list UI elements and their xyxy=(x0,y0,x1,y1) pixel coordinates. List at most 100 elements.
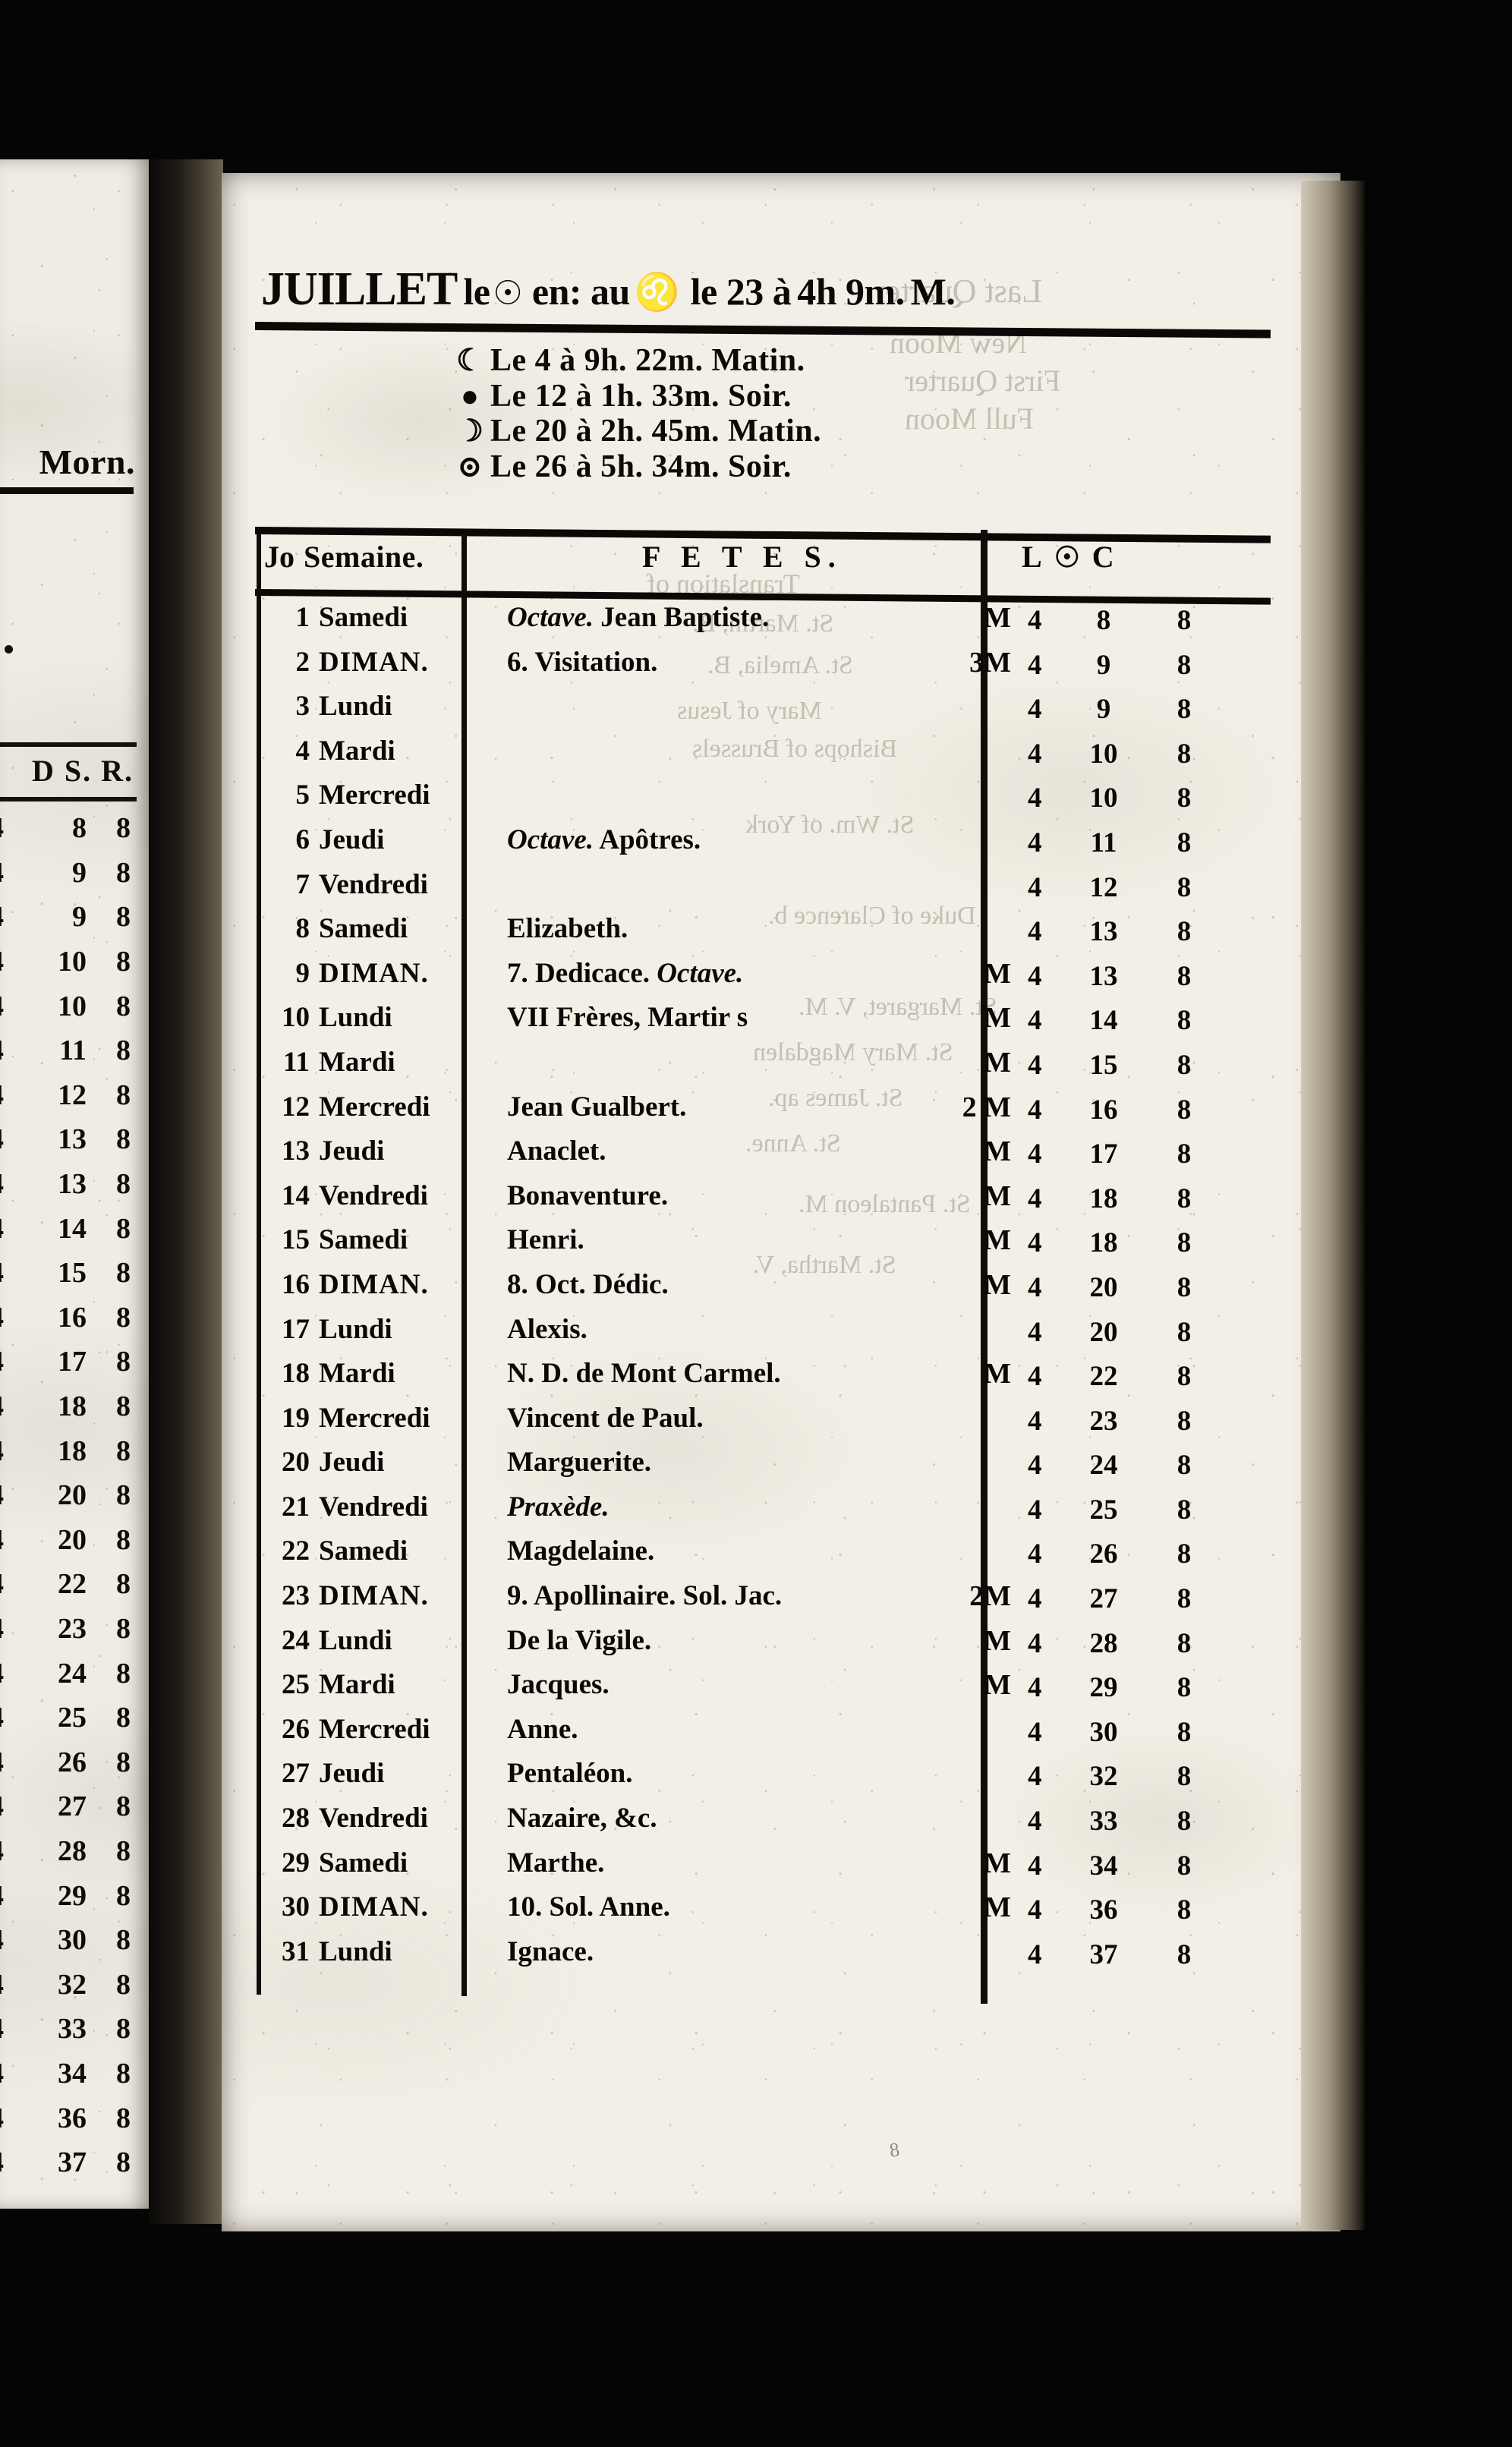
table-row: 13 Jeudi Anaclet. M 4 17 8 xyxy=(255,1132,1271,1176)
verso-seconds: 8 xyxy=(116,2057,131,2090)
verso-hour: 4 xyxy=(0,1345,17,1378)
table-row: 1 Samedi Octave. Jean Baptiste. M 4 8 8 xyxy=(255,598,1271,643)
feast-italic-term: Octave. xyxy=(507,602,594,633)
verso-minute: 9 xyxy=(72,856,87,889)
cell-hour: 4 xyxy=(1028,1405,1042,1437)
cell-weekday: Vendredi xyxy=(319,1803,428,1834)
verso-hour: 4 xyxy=(0,1612,17,1646)
verso-row: 4 18 8 xyxy=(0,1428,141,1473)
table-vertical-rule-weekday-feasts xyxy=(461,533,467,1996)
cell-feast: Jacques. xyxy=(507,1669,610,1701)
cell-minute: 10 xyxy=(1089,738,1118,770)
feast-italic-term: Octave. xyxy=(657,957,744,989)
cell-minute: 16 xyxy=(1089,1094,1118,1126)
cell-day: 17 xyxy=(282,1313,310,1345)
verso-row: 4 10 8 xyxy=(0,940,141,984)
cell-weekday: Lundi xyxy=(319,1624,392,1656)
verso-row: 4 20 8 xyxy=(0,1518,141,1563)
cell-feast: 9. Apollinaire. Sol. Jac. xyxy=(507,1580,783,1612)
verso-row: 4 24 8 xyxy=(0,1651,141,1696)
verso-seconds: 8 xyxy=(116,1879,131,1912)
cell-mark: M xyxy=(984,602,1011,634)
cell-feast: 7. Dedicace. Octave. xyxy=(507,957,744,989)
cell-seconds: 8 xyxy=(1177,1227,1192,1259)
verso-seconds: 8 xyxy=(116,1568,131,1601)
cell-day: 2 xyxy=(295,646,310,678)
verso-hour: 4 xyxy=(0,1834,17,1868)
cell-hour: 4 xyxy=(1028,738,1042,770)
cell-feast: Bonaventure. xyxy=(507,1179,669,1211)
cell-hour: 4 xyxy=(1028,1672,1042,1704)
verso-minute: 20 xyxy=(58,1523,87,1556)
header-loc-c: C xyxy=(1091,540,1125,574)
cell-day: 24 xyxy=(282,1624,310,1656)
cell-minute: 20 xyxy=(1089,1271,1118,1303)
verso-row: 4 22 8 xyxy=(0,1562,141,1607)
table-row: 24 Lundi De la Vigile. M 4 28 8 xyxy=(255,1621,1271,1666)
cell-seconds: 8 xyxy=(1177,1361,1192,1393)
table-row: 27 Jeudi Pentaléon. 4 32 8 xyxy=(255,1754,1271,1799)
verso-seconds: 8 xyxy=(116,1746,131,1778)
cell-seconds: 8 xyxy=(1177,1761,1192,1793)
cell-hour: 4 xyxy=(1028,694,1042,726)
verso-minute: 32 xyxy=(58,1968,87,2001)
cell-day: 9 xyxy=(295,957,310,989)
verso-seconds: 8 xyxy=(116,1390,131,1423)
verso-row: 4 34 8 xyxy=(0,2052,141,2096)
cell-weekday: Jeudi xyxy=(319,1447,385,1479)
table-row: 29 Samedi Marthe. M 4 34 8 xyxy=(255,1844,1271,1888)
cell-minute: 13 xyxy=(1089,916,1118,948)
cell-hour: 4 xyxy=(1028,1716,1042,1748)
cell-day: 21 xyxy=(282,1491,310,1523)
verso-minute: 27 xyxy=(58,1790,87,1823)
cell-minute: 26 xyxy=(1089,1538,1118,1570)
verso-page-strip: Morn. D S. R. 48849849841084108411841284… xyxy=(0,159,149,2209)
cell-hour: 4 xyxy=(1028,1806,1042,1838)
verso-minute: 11 xyxy=(59,1035,87,1067)
cell-feast: Alexis. xyxy=(507,1313,587,1345)
title-le-23: le 23 à xyxy=(690,270,792,313)
cell-weekday: Mercredi xyxy=(319,1091,430,1123)
verso-hour: 4 xyxy=(0,1479,17,1512)
verso-minute: 33 xyxy=(58,2013,87,2045)
verso-seconds: 8 xyxy=(116,1834,131,1867)
cell-day: 11 xyxy=(283,1046,310,1078)
verso-hour: 4 xyxy=(0,1567,17,1601)
cell-feast: Henri. xyxy=(507,1224,584,1256)
cell-seconds: 8 xyxy=(1177,1494,1192,1526)
cell-day: 30 xyxy=(282,1891,310,1923)
cell-minute: 33 xyxy=(1089,1806,1118,1838)
leo-zodiac-icon: ♌ xyxy=(634,272,680,313)
verso-row: 4 11 8 xyxy=(0,1028,141,1073)
cell-minute: 28 xyxy=(1089,1627,1118,1659)
cell-day: 18 xyxy=(282,1358,310,1390)
verso-row: 4 14 8 xyxy=(0,1206,141,1251)
verso-hour: 4 xyxy=(0,1879,17,1913)
verso-row: 4 13 8 xyxy=(0,1162,141,1207)
verso-minute: 14 xyxy=(58,1212,87,1245)
verso-hour: 4 xyxy=(0,945,17,978)
title-underline xyxy=(254,322,1271,339)
moon-phase-text: Le 12 à 1h. 33m. Soir. xyxy=(490,378,792,414)
header-weekday: Semaine. xyxy=(304,540,424,574)
cell-minute: 27 xyxy=(1089,1583,1118,1615)
cell-minute: 14 xyxy=(1089,1005,1118,1037)
cell-day: 12 xyxy=(282,1091,310,1123)
cell-seconds: 8 xyxy=(1177,1005,1192,1037)
moon-phase-row: ☽ Le 20 à 2h. 45m. Matin. xyxy=(449,414,1132,449)
verso-minute: 24 xyxy=(58,1657,87,1690)
cell-seconds: 8 xyxy=(1177,1938,1192,1970)
verso-minute: 8 xyxy=(72,812,87,845)
verso-hour: 4 xyxy=(0,2057,17,2090)
verso-row: 4 26 8 xyxy=(0,1740,141,1784)
verso-hour: 4 xyxy=(0,811,17,845)
cell-feast: VII Frères, Martir s xyxy=(507,1002,748,1034)
table-row: 28 Vendredi Nazaire, &c. 4 33 8 xyxy=(255,1799,1271,1844)
table-row: 17 Lundi Alexis. 4 20 8 xyxy=(255,1310,1271,1355)
cell-mark: M xyxy=(984,1669,1011,1702)
cell-feast: Elizabeth. xyxy=(507,913,628,945)
verso-hour: 4 xyxy=(0,1301,17,1334)
cell-minute: 29 xyxy=(1089,1672,1118,1704)
verso-minute: 34 xyxy=(58,2057,87,2090)
cell-mark: M xyxy=(984,1891,1011,1924)
